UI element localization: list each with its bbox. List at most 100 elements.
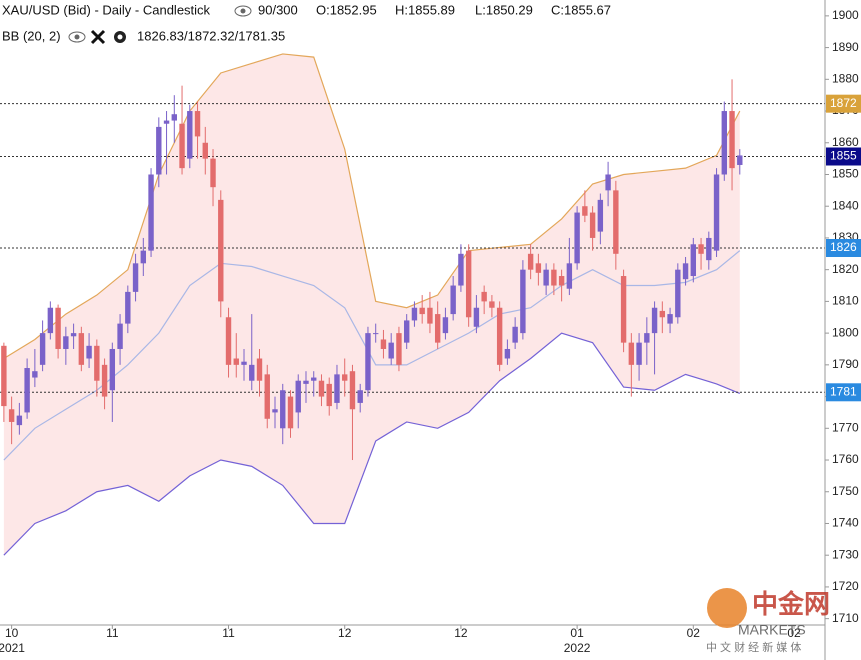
settings-icon[interactable] (114, 31, 126, 43)
candle-body (729, 111, 735, 169)
y-tick-label: 1840 (832, 198, 859, 212)
candle-body (132, 263, 139, 292)
watermark-logo: 中金网 (752, 589, 830, 619)
candle-body (125, 291, 131, 324)
plot (0, 53, 825, 556)
candle-body (396, 333, 402, 365)
candle-body (489, 301, 495, 308)
candle-body (574, 212, 580, 264)
x-year-label: 2021 (0, 641, 25, 655)
count: 90/300 (258, 2, 298, 17)
candle-body (311, 377, 317, 381)
price-badge (826, 94, 861, 113)
candle-body (713, 174, 720, 251)
candle-body (659, 310, 666, 318)
remove-icon[interactable] (90, 29, 106, 45)
y-tick-label: 1750 (832, 484, 859, 498)
candle-body (644, 333, 650, 343)
ohlc-close: C:1855.67 (551, 2, 611, 17)
ohlc-open: O:1852.95 (316, 2, 377, 17)
candle-body (70, 333, 77, 337)
candle-body (357, 390, 363, 403)
candle-body (651, 307, 658, 334)
price-badge (826, 383, 861, 402)
candle-body (318, 380, 325, 397)
candle-body (179, 123, 185, 169)
candle-body (465, 250, 472, 318)
candle-body (78, 333, 85, 365)
candle-body (194, 111, 201, 137)
candle-body (504, 348, 511, 359)
watermark: 中金网 MARKETS 中 文 财 经 新 媒 体 (706, 588, 830, 654)
candle-body (450, 285, 456, 315)
y-tick-label: 1740 (832, 516, 859, 530)
candle-body (148, 174, 154, 251)
price-badge-label: 1781 (830, 384, 857, 398)
candle-body (303, 380, 309, 384)
x-tick-label: 01 (570, 626, 584, 640)
y-tick-label: 1800 (832, 325, 859, 339)
candle-body (667, 314, 673, 324)
candle-body (256, 358, 263, 381)
candle-body (527, 253, 534, 270)
y-tick-label: 1810 (832, 294, 859, 308)
candle-body (326, 383, 332, 407)
candle-body (264, 374, 270, 419)
ohlc-low: L:1850.29 (475, 2, 533, 17)
candle-body (520, 269, 526, 334)
candle-body (403, 320, 410, 343)
band-fill (3, 53, 740, 556)
candle-body (551, 269, 557, 286)
eye-icon[interactable] (234, 5, 252, 17)
candle-body (295, 380, 301, 413)
candle-body (101, 364, 108, 397)
candle-body (365, 333, 371, 391)
candle-body (628, 342, 635, 365)
ohlc-high: H:1855.89 (395, 2, 455, 17)
candle-body (419, 307, 425, 315)
x-tick-label: 11 (222, 626, 235, 640)
candle-body (156, 126, 162, 175)
candle-body (280, 390, 286, 429)
candle-body (225, 317, 232, 365)
candle-body (737, 155, 743, 165)
candle-body (636, 342, 642, 365)
chart-title: XAU/USD (Bid) - Daily - Candlestick (2, 2, 211, 17)
y-tick-label: 1790 (832, 357, 859, 371)
candle-body (233, 358, 239, 365)
candle-body (287, 396, 294, 429)
y-tick-label: 1890 (832, 40, 859, 54)
x-tick-label: 02 (787, 626, 801, 640)
candle-body (86, 345, 92, 359)
indicator-label: BB (20, 2) (2, 28, 61, 43)
price-badge (826, 239, 861, 258)
price-badge (826, 147, 861, 166)
candle-body (32, 371, 38, 378)
candle-body (706, 237, 712, 261)
candle-body (55, 307, 61, 349)
candle-body (442, 317, 449, 334)
candle-body (388, 342, 394, 359)
x-tick-label: 12 (454, 626, 468, 640)
x-tick-label: 10 (5, 626, 19, 640)
eye-icon[interactable] (68, 31, 86, 43)
watermark-logo-mark (707, 588, 747, 628)
y-tick-label: 1710 (832, 611, 859, 625)
candle-body (566, 263, 573, 289)
candle-body (698, 244, 704, 254)
candle-body (218, 199, 224, 302)
candle-body (512, 326, 518, 343)
candle-body (411, 307, 418, 321)
candle-body (334, 374, 340, 403)
candle-body (613, 190, 619, 254)
x-tick-label: 12 (338, 626, 352, 640)
price-badge-label: 1826 (830, 240, 857, 254)
watermark-slogan: 中 文 财 经 新 媒 体 (706, 640, 801, 654)
candle-body (605, 174, 611, 191)
candle-body (675, 269, 681, 318)
y-tick-label: 1900 (832, 8, 859, 22)
candle-body (140, 250, 147, 264)
price-badge-label: 1872 (830, 96, 857, 110)
x-tick-label: 11 (106, 626, 119, 640)
x-year-label: 2022 (564, 641, 591, 655)
